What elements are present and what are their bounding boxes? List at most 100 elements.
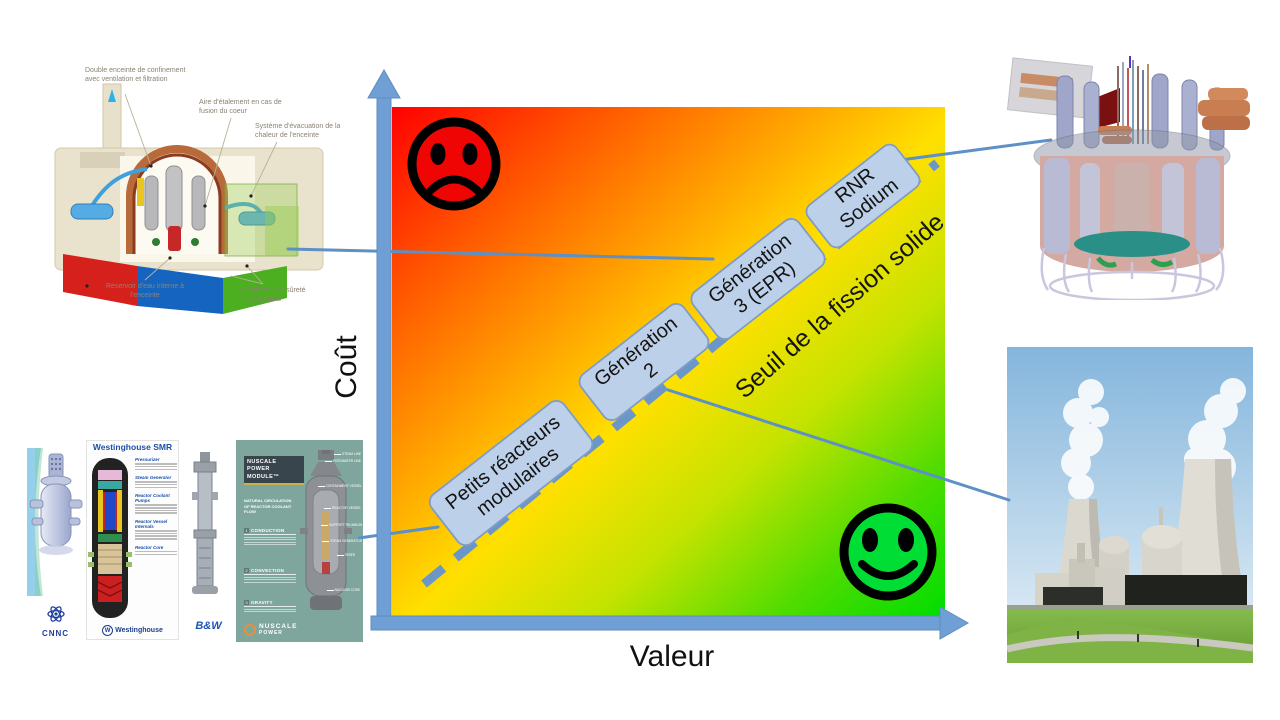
nuscale-header-line: NUSCALE: [247, 459, 277, 465]
westinghouse-section-heading: Reactor Core: [135, 544, 164, 550]
nuscale-reactor-label: SUPPORT TRUNNION: [321, 523, 362, 527]
x-axis-arrow-icon: [939, 606, 970, 640]
epr-pump: [191, 238, 199, 246]
epr-label-4-systemes: 4 systèmes de sûreté indépendants: [239, 287, 306, 304]
epr-accumulator: [137, 178, 144, 206]
sad-face-icon: [407, 117, 501, 211]
rnr-vessel-pumps: [1044, 158, 1220, 254]
nuscale-section-convection: 2 CONVECTION: [244, 568, 296, 583]
box-label-line2: 2: [640, 359, 662, 383]
westinghouse-logo: W Westinghouse: [86, 625, 179, 636]
smr-montage: CNNC Westinghouse SMR: [20, 436, 365, 654]
bw-reactor-render: [192, 452, 218, 594]
westinghouse-section-heading: Reactor Vessel Internals: [135, 518, 168, 529]
connector-gen2-to-plant: [660, 386, 1011, 502]
box-label-line2: 3 (EPR): [730, 257, 800, 318]
nuclear-plant-photo: [1007, 347, 1253, 663]
epr-vent-arrow-icon: [108, 89, 116, 102]
cnnc-reactor-render: [27, 448, 83, 596]
westinghouse-section-heading: Reactor Coolant Pumps: [135, 493, 170, 504]
box-label-line1: Génération: [704, 230, 796, 308]
nuscale-logo: NUSCALE POWER: [244, 624, 297, 636]
epr-label-double-enceinte: Double enceinte de confinement avec vent…: [85, 67, 186, 84]
epr-label-evacuation-chaleur: Système d'évacuation de la chaleur de l'…: [255, 123, 341, 140]
nuscale-logo-text: POWER: [259, 629, 283, 636]
epr-steam-generator: [144, 175, 159, 231]
westinghouse-title: Westinghouse SMR: [92, 442, 173, 452]
epr-basin-blue: [137, 266, 223, 314]
cnnc-logo-text: CNNC: [41, 629, 70, 638]
box-label-line1: Petits réacteurs: [441, 411, 564, 514]
westinghouse-w-icon: W: [102, 625, 114, 636]
nuscale-section-number: 2: [244, 568, 249, 573]
westinghouse-reactor-cutaway: [88, 458, 132, 618]
westinghouse-section-heading: Steam Generator: [135, 475, 172, 481]
nuscale-reactor-label: STEAM LINE: [334, 452, 361, 456]
y-axis-bar: [376, 91, 392, 631]
westinghouse-text-column: Pressurizer Steam Generator Reactor Cool…: [135, 457, 177, 560]
box-rnr-sodium: RNR Sodium: [805, 143, 921, 249]
epr-label-aire-etalement: Aire d'étalement en cas de fusion du coe…: [199, 99, 282, 116]
epr-steam-generator: [191, 175, 206, 231]
nuscale-section-number: 3: [244, 600, 249, 605]
epr-leader-lines: [124, 93, 278, 285]
nuscale-reactor-label: RISER: [337, 553, 355, 557]
x-axis-bar: [370, 615, 944, 631]
nuscale-header-line: MODULE™: [247, 473, 280, 480]
nuscale-logo-text: NUSCALE: [259, 623, 298, 631]
connector-smr-to-box: [357, 525, 440, 540]
epr-reactor-vessel: [168, 226, 181, 251]
plant-buildings: [1035, 543, 1247, 609]
westinghouse-section: Pressurizer: [135, 457, 177, 471]
box-label-line1: RNR: [831, 164, 879, 208]
westinghouse-section-heading: Pressurizer: [135, 457, 160, 462]
nuscale-reactor-label: CONTAINMENT VESSEL: [318, 484, 362, 488]
nuscale-section-label: GRAVITY: [251, 600, 273, 605]
epr-label-reservoir-eau: Réservoir d'eau interne à l'enceinte: [106, 283, 184, 300]
nuscale-header-line: POWER: [247, 466, 270, 473]
nuscale-reactor-render: [300, 450, 352, 610]
smr-panel-nuscale: NUSCALE POWER MODULE™ NATURAL CIRCULATIO…: [236, 440, 363, 642]
vent-stack: [1159, 507, 1163, 539]
y-axis-label: Coût: [330, 335, 363, 399]
rnr-teal-ring: [1074, 231, 1190, 257]
epr-pump: [152, 238, 160, 246]
epr-steam-generator: [165, 165, 183, 233]
epr-heat-removal-volume: [224, 183, 298, 257]
x-axis-label: Valeur: [630, 640, 715, 673]
nuscale-reactor-label: STEAM GENERATOR: [322, 539, 362, 543]
epr-markers: [85, 164, 253, 288]
box-generation-3-epr: Génération 3 (EPR): [690, 218, 826, 340]
nuscale-section-gravity: 3 GRAVITY: [244, 600, 296, 612]
nuscale-header: NUSCALE POWER MODULE™: [244, 456, 304, 486]
rnr-sodium-reactor-figure: [1006, 56, 1250, 300]
rnr-green-pipes: [1096, 256, 1174, 268]
westinghouse-section: Reactor Vessel Internals: [135, 519, 177, 540]
westinghouse-section: Reactor Core: [135, 545, 177, 555]
nuscale-ring-icon: [244, 624, 256, 636]
connector-lines: [286, 138, 1053, 540]
happy-face-icon: [839, 503, 937, 601]
nuscale-section-label: CONVECTION: [251, 568, 285, 573]
rnr-skirt-holes: [1100, 275, 1164, 297]
smr-panel-westinghouse: Westinghouse SMR Pressurizer: [86, 440, 179, 640]
threshold-label: Seuil de la fission solide: [730, 208, 950, 404]
westinghouse-section: Reactor Coolant Pumps: [135, 493, 177, 514]
steam-plume-left: [1061, 379, 1109, 500]
box-label-line2: modulaires: [472, 443, 563, 521]
rnr-handling-box: [1006, 57, 1094, 119]
smr-panel-cnnc: CNNC: [23, 448, 88, 640]
epr-containment-illustration: [54, 83, 324, 314]
westinghouse-logo-text: Westinghouse: [115, 627, 163, 634]
nuscale-section-conduction: 1 CONDUCTION: [244, 528, 296, 545]
cooling-tower-right-shade: [1215, 459, 1245, 600]
y-axis-arrow-icon: [367, 68, 401, 99]
westinghouse-section: Steam Generator: [135, 475, 177, 489]
nuscale-subheader: NATURAL CIRCULATION OF REACTOR COOLANT F…: [244, 498, 292, 515]
epr-roof: [80, 152, 125, 168]
box-petits-reacteurs-modulaires: Petits réacteurs modulaires: [428, 399, 594, 547]
box-label-line1: Génération: [590, 313, 682, 391]
nuscale-section-number: 1: [244, 528, 249, 533]
epr-containment-figure: Double enceinte de confinement avec vent…: [25, 56, 360, 322]
smr-panel-bw: © 2012 Babcock & Wilcox Nuclear Energy, …: [185, 446, 232, 636]
